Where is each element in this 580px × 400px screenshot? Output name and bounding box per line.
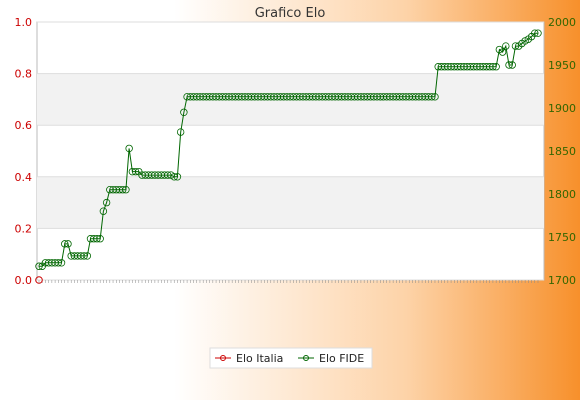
legend-marker-elo-italia	[220, 355, 226, 361]
point-elo-fide	[35, 262, 43, 270]
y-left-tick-label: 0.4	[15, 171, 33, 184]
line-elo-fide	[39, 32, 538, 267]
point-elo-fide	[99, 207, 108, 215]
legend-marker-elo-fide	[303, 355, 309, 361]
point-elo-fide	[54, 259, 63, 267]
legend-box	[209, 347, 373, 369]
point-elo-fide	[505, 61, 513, 69]
y-right-tick-label: 2000	[548, 16, 576, 29]
y-right-tick-label: 1900	[548, 102, 576, 115]
grid-lines	[37, 21, 544, 281]
y-left-tick-label: 0.2	[15, 222, 33, 235]
point-elo-fide	[170, 173, 178, 181]
point-elo-fide	[502, 42, 510, 50]
point-elo-fide	[489, 63, 497, 71]
y-axis-left: 0.0 0.2 0.4 0.6 0.8 1.0	[15, 16, 33, 287]
point-elo-fide	[125, 144, 133, 153]
legend-label-elo-fide: Elo FIDE	[319, 352, 364, 365]
point-elo-fide	[428, 93, 436, 101]
point-elo-fide	[83, 252, 91, 260]
point-elo-fide	[119, 185, 127, 194]
y-left-tick-label: 0.6	[15, 119, 33, 132]
point-elo-fide	[492, 63, 500, 71]
point-elo-fide	[534, 29, 542, 37]
point-elo-fide	[176, 128, 185, 136]
point-elo-italia	[35, 276, 43, 284]
point-elo-fide	[511, 42, 520, 50]
point-elo-fide	[131, 167, 140, 176]
y-left-tick-label: 0.8	[15, 68, 33, 81]
point-elo-fide	[508, 61, 516, 69]
chart-title: Grafico Elo	[255, 6, 326, 21]
x-axis-ticks	[38, 280, 539, 283]
point-elo-fide	[64, 240, 72, 248]
legend-label-elo-italia: Elo Italia	[236, 352, 283, 365]
legend: Elo Italia Elo FIDE	[209, 347, 373, 369]
y-left-tick-label: 1.0	[15, 16, 33, 29]
point-elo-fide	[93, 235, 101, 243]
y-right-tick-label: 1850	[548, 145, 576, 158]
point-elo-fide	[61, 240, 69, 248]
point-elo-fide	[96, 235, 104, 243]
point-elo-fide	[122, 185, 130, 194]
y-right-tick-label: 1700	[548, 274, 576, 287]
series-elo-fide	[35, 29, 542, 270]
point-elo-fide	[180, 108, 188, 116]
point-elo-fide	[80, 252, 88, 260]
point-elo-fide	[57, 259, 66, 267]
point-elo-fide	[173, 173, 182, 181]
grid-band	[37, 73, 544, 126]
point-elo-fide	[498, 48, 507, 56]
plot-area	[36, 21, 545, 281]
y-axis-right: 1700 1750 1800 1850 1900 1950 2000	[548, 16, 576, 287]
point-elo-fide	[431, 93, 439, 101]
point-elo-fide	[531, 29, 539, 37]
y-left-tick-label: 0.0	[15, 274, 33, 287]
y-right-tick-label: 1800	[548, 188, 576, 201]
point-elo-fide	[102, 198, 111, 207]
plot-background	[36, 21, 545, 281]
series-elo-italia	[35, 276, 43, 284]
y-right-tick-label: 1950	[548, 59, 576, 72]
grid-band	[37, 176, 544, 229]
y-right-tick-label: 1750	[548, 231, 576, 244]
